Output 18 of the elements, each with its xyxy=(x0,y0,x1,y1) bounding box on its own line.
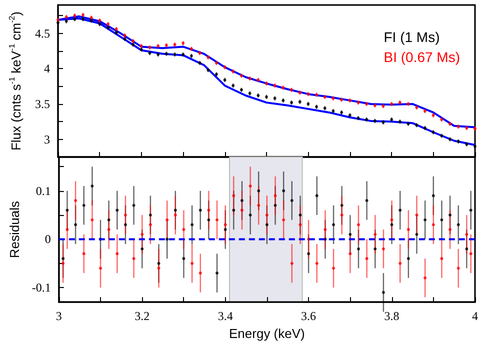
x-tick-label: 3.6 xyxy=(301,309,316,324)
x-axis-title: Energy (keV) xyxy=(229,326,305,341)
y-tick-label: -0.1 xyxy=(32,280,51,295)
x-tick-label: 3 xyxy=(56,309,62,324)
y-tick-label: 3.5 xyxy=(35,96,50,111)
x-tick-label: 3.2 xyxy=(134,309,150,324)
y-tick-label: 4.5 xyxy=(35,26,50,40)
y-tick-label: 4 xyxy=(44,62,50,76)
y-tick-label: 3 xyxy=(44,132,50,146)
text: BI (0.67 Ms) xyxy=(384,49,460,65)
y-tick-label: 0 xyxy=(44,232,51,246)
x-tick-label: 3.4 xyxy=(218,309,233,324)
x-tick-label: 3.8 xyxy=(384,309,400,324)
y-tick-label: 0.1 xyxy=(36,184,51,198)
y-axis-title: Flux (cnts s-1 keV-1 cm-2) xyxy=(8,11,24,151)
text: FI (1 Ms) xyxy=(384,29,440,45)
y-axis-title: Residuals xyxy=(7,200,22,258)
x-tick-label: 4 xyxy=(472,309,478,324)
